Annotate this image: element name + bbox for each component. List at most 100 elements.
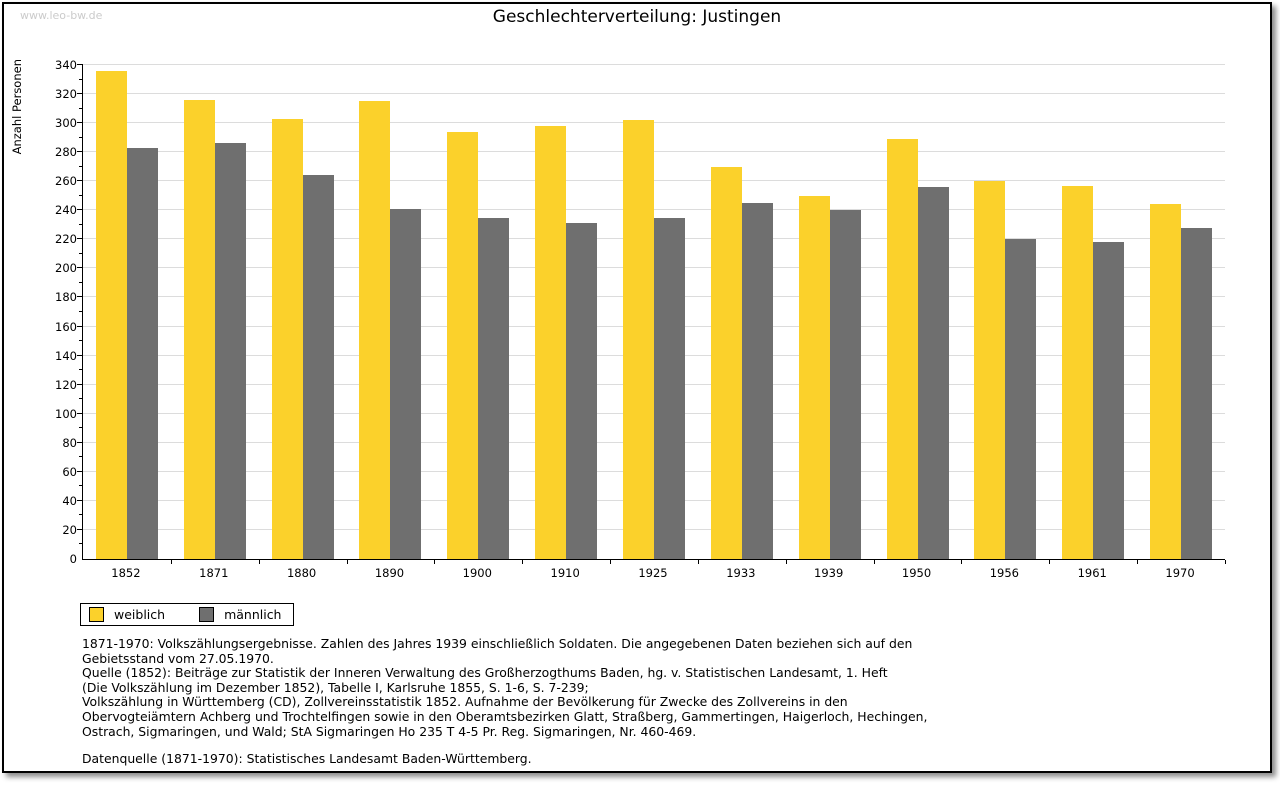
y-tick-310 [79,107,83,109]
chart-title: Geschlechterverteilung: Justingen [492,7,782,27]
footer-notes: 1871-1970: Volkszählungsergebnisse. Zahl… [82,636,1232,767]
bar-group-1900 [434,65,522,559]
bar-weiblich-1950 [886,139,918,559]
legend: weiblich männlich [80,603,295,626]
footer-line-6: Obervogteiämtern Achberg und Trochtelfin… [82,708,928,724]
x-label-1950: 1950 [901,566,932,580]
gridline-340 [83,64,1225,65]
x-label-1852: 1852 [111,566,141,580]
bar-weiblich-1970 [1150,204,1182,559]
bar-weiblich-1933 [710,166,742,559]
x-label-1970: 1970 [1165,566,1195,580]
y-tick-label-60: 60 [62,464,77,479]
bar-group-1933 [698,65,786,559]
legend-swatch-weiblich [89,607,104,622]
y-tick-250 [79,194,83,196]
bar-weiblich-1956 [974,181,1006,559]
footer-line-2: Gebietsstand vom 27.05.1970. [82,650,274,666]
y-tick-label-300: 300 [55,116,77,131]
y-tick-240 [77,209,83,211]
y-tick-230 [79,223,83,225]
legend-item-männlich: männlich [199,607,281,622]
x-label-1890: 1890 [374,566,405,580]
x-label-1871: 1871 [199,566,229,580]
y-tick-label-0: 0 [69,552,77,566]
y-tick-330 [79,78,83,80]
x-tick-6 [610,560,612,564]
bar-männlich-1933 [741,203,773,559]
y-tick-180 [77,296,83,298]
bar-männlich-1852 [126,147,158,559]
gridline-240 [83,209,1225,211]
gridline-260 [83,180,1225,182]
bar-weiblich-1900 [447,131,479,559]
x-tick-1 [170,560,172,564]
bar-männlich-1925 [653,217,685,559]
x-tick-4 [434,560,436,564]
bar-group-1852 [83,65,171,559]
y-tick-320 [77,93,83,95]
bar-weiblich-1910 [535,126,567,559]
x-tick-5 [522,560,524,564]
bar-weiblich-1871 [183,99,215,559]
x-label-1956: 1956 [989,566,1019,580]
y-tick-label-240: 240 [55,203,77,218]
bar-group-1970 [1137,65,1225,559]
gridline-280 [83,151,1225,153]
footer-line-3: Quelle (1852): Beiträge zur Statistik de… [82,665,888,681]
watermark: www.leo-bw.de [20,9,103,22]
y-tick-label-180: 180 [55,290,77,305]
y-tick-130 [79,369,83,371]
x-tick-2 [258,560,260,564]
x-tick-3 [346,560,348,564]
y-tick-200 [77,267,83,269]
bar-männlich-1939 [829,210,861,559]
x-tick-12 [1137,560,1139,564]
y-tick-label-20: 20 [62,522,77,537]
y-tick-label-40: 40 [62,493,77,508]
y-tick-120 [77,383,83,385]
y-tick-label-220: 220 [55,232,77,247]
bar-group-1880 [259,65,347,559]
x-label-1910: 1910 [550,566,580,580]
bar-group-1871 [171,65,259,559]
x-tick-9 [873,560,875,564]
x-tick-7 [697,560,699,564]
x-tick-8 [785,560,787,564]
y-tick-label-260: 260 [55,174,77,189]
y-tick-10 [79,543,83,545]
y-tick-label-160: 160 [55,319,77,334]
x-label-1925: 1925 [638,566,668,580]
y-tick-60 [77,470,83,472]
legend-swatch-männlich [199,607,215,622]
y-tick-label-120: 120 [55,377,77,392]
gridline-320 [83,93,1225,95]
bar-männlich-1910 [566,223,598,559]
x-label-1900: 1900 [462,566,492,580]
bar-weiblich-1890 [359,101,391,559]
bar-männlich-1961 [1093,242,1125,559]
bar-weiblich-1880 [271,118,303,559]
y-tick-20 [77,528,83,530]
footer-line-4: (Die Volkszählung im Dezember 1852), Tab… [82,679,589,695]
y-tick-label-320: 320 [55,87,77,102]
y-tick-260 [77,180,83,182]
y-tick-100 [77,412,83,414]
y-tick-160 [77,325,83,327]
y-tick-280 [77,151,83,153]
y-tick-80 [77,441,83,443]
y-tick-40 [77,499,83,501]
y-tick-label-100: 100 [55,406,77,421]
y-tick-270 [79,165,83,167]
x-label-1939: 1939 [814,566,844,580]
bar-männlich-1950 [917,187,949,559]
y-tick-140 [77,354,83,356]
x-label-1933: 1933 [726,566,756,580]
footer-datasource: Datenquelle (1871-1970): Statistisches L… [82,751,532,767]
bar-männlich-1956 [1005,239,1037,559]
y-tick-label-80: 80 [62,435,77,450]
gridline-300 [83,122,1225,124]
bar-weiblich-1961 [1062,185,1094,559]
y-axis-title: Anzahl Personen [10,59,24,155]
bar-weiblich-1925 [622,120,654,559]
